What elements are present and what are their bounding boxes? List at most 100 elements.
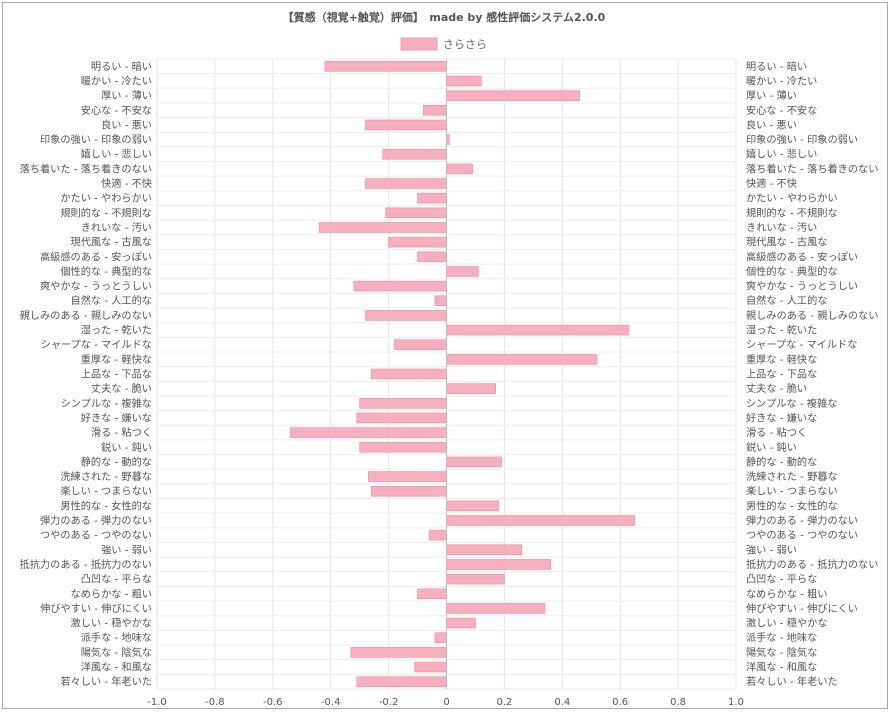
x-tick-label: -0.8 <box>205 697 225 708</box>
category-label-right: 滑る - 粘つく <box>746 426 807 439</box>
bar <box>446 354 598 365</box>
category-label-right: 伸びやすい - 伸びにくい <box>746 603 858 615</box>
category-label-left: 鋭い - 鈍い <box>101 441 152 454</box>
bar <box>289 427 447 438</box>
category-label-left: つやのある - つやのない <box>40 530 152 542</box>
category-label-left: 現代風な - 古風な <box>71 236 152 249</box>
bar <box>428 529 447 541</box>
bar <box>446 500 499 512</box>
category-label-right: 抵抗力のある - 抵抗力のない <box>746 558 878 571</box>
bar <box>417 251 447 263</box>
category-label-left: シンプルな - 複雑な <box>61 397 152 410</box>
category-label-right: 丈夫な - 脆い <box>746 382 807 395</box>
bar <box>370 485 447 497</box>
category-label-right: 男性的な - 女性的な <box>746 499 838 512</box>
category-label-right: 凸凹な - 平らな <box>746 574 817 586</box>
category-label-left: 安心な - 不安な <box>81 104 152 117</box>
category-label-left: 伸びやすい - 伸びにくい <box>40 603 152 615</box>
bar <box>368 471 447 482</box>
x-tick-label: 1.0 <box>728 697 744 708</box>
category-label-left: 抵抗力のある - 抵抗力のない <box>20 558 152 571</box>
category-label-right: 静的な - 動的な <box>746 455 817 468</box>
category-label-left: 明るい - 暗い <box>91 60 152 73</box>
bar <box>359 398 447 409</box>
category-label-left: 自然な - 人工的な <box>71 294 152 307</box>
bar <box>365 310 447 321</box>
bar <box>446 383 497 394</box>
category-label-right: 洗練された - 野暮な <box>746 470 838 483</box>
bar <box>417 588 447 600</box>
bar <box>446 603 546 614</box>
category-label-right: 良い - 悪い <box>746 118 797 131</box>
legend[interactable]: さらさら <box>400 37 487 51</box>
category-label-left: 個性的な - 典型的な <box>60 265 152 278</box>
category-label-left: きれいな - 汚い <box>81 221 152 234</box>
category-label-right: かたい - やわらかい <box>746 193 838 205</box>
category-label-right: シンプルな - 複雑な <box>746 397 837 410</box>
category-label-left: 良い - 悪い <box>101 118 152 131</box>
bar <box>324 61 447 72</box>
bar <box>356 412 447 424</box>
x-axis-ticks: -1.0 -0.8 -0.6 -0.4 -0.2 0 0.2 0.4 0.6 0.8 1.0 <box>147 697 744 708</box>
x-tick-label: 0.6 <box>612 697 628 708</box>
category-label-right: 快適 - 不快 <box>746 177 797 190</box>
category-label-right: 派手な - 地味な <box>746 631 817 644</box>
legend-label: さらさら <box>443 38 487 51</box>
category-label-left: 洋風な - 和風な <box>81 661 152 674</box>
category-label-left: 高級感のある - 安っぽい <box>40 250 152 263</box>
category-label-right: 印象の強い - 印象の弱い <box>746 133 858 146</box>
bar <box>365 119 447 131</box>
category-label-left: 規則的な - 不規則な <box>60 206 152 219</box>
category-label-left: 静的な - 動的な <box>81 455 152 468</box>
legend-swatch <box>400 37 438 51</box>
bar <box>446 515 635 526</box>
category-label-left: 親しみのある - 親しみのない <box>20 309 152 322</box>
category-label-right: 爽やかな - うっとうしい <box>746 281 858 293</box>
category-label-right: 湿った - 乾いた <box>746 324 817 337</box>
bar <box>446 573 505 585</box>
x-tick-label: 0.4 <box>554 697 570 708</box>
category-label-right: 個性的な - 典型的な <box>746 265 838 278</box>
bar <box>414 661 447 673</box>
chart-svg: 【質感（視覚+触覚）評価】 made by 感性評価システム2.0.0 さらさら… <box>20 10 879 708</box>
bar <box>385 207 447 219</box>
bar <box>356 676 447 687</box>
category-label-right: 上品な - 下品な <box>746 369 817 381</box>
category-label-left: 弾力のある - 弾力のない <box>40 514 152 527</box>
category-label-right: 洋風な - 和風な <box>746 661 817 674</box>
category-label-right: 嬉しい - 悲しい <box>746 148 817 161</box>
category-label-left: シャープな - マイルドな <box>41 339 152 351</box>
category-label-right: きれいな - 汚い <box>746 221 817 234</box>
category-label-right: 弾力のある - 弾力のない <box>746 514 858 527</box>
category-label-left: 若々しい - 年老いた <box>60 675 152 688</box>
category-label-right: 現代風な - 古風な <box>746 236 827 249</box>
bar <box>394 339 447 350</box>
category-label-right: 暖かい - 冷たい <box>746 74 817 87</box>
category-label-left: 落ち着いた - 落ち着きのない <box>20 162 152 175</box>
category-label-right: 鋭い - 鈍い <box>746 441 797 454</box>
bar <box>434 295 447 307</box>
category-label-left: 爽やかな - うっとうしい <box>40 281 152 293</box>
category-label-left: 派手な - 地味な <box>81 631 152 644</box>
bar <box>353 280 447 292</box>
bar <box>388 236 447 248</box>
bar <box>423 104 447 116</box>
category-label-right: 好きな - 嫌いな <box>746 411 817 424</box>
bar <box>446 266 479 277</box>
category-label-right: 明るい - 暗い <box>746 60 807 73</box>
category-label-left: かたい - やわらかい <box>60 193 152 205</box>
bar <box>370 368 447 380</box>
category-label-right: 厚い - 薄い <box>746 89 797 102</box>
category-label-left: 楽しい - つまらない <box>60 485 152 498</box>
category-label-left: 重厚な - 軽快な <box>81 353 152 366</box>
bar <box>446 544 523 556</box>
bar <box>350 647 447 658</box>
category-label-right: なめらかな - 粗い <box>746 588 827 600</box>
category-label-left: 凸凹な - 平らな <box>81 574 152 586</box>
category-label-left: 洗練された - 野暮な <box>60 470 152 483</box>
category-label-right: 落ち着いた - 落ち着きのない <box>746 162 878 175</box>
bar <box>359 441 447 453</box>
bar <box>446 90 580 101</box>
x-tick-label: -0.2 <box>379 697 399 708</box>
